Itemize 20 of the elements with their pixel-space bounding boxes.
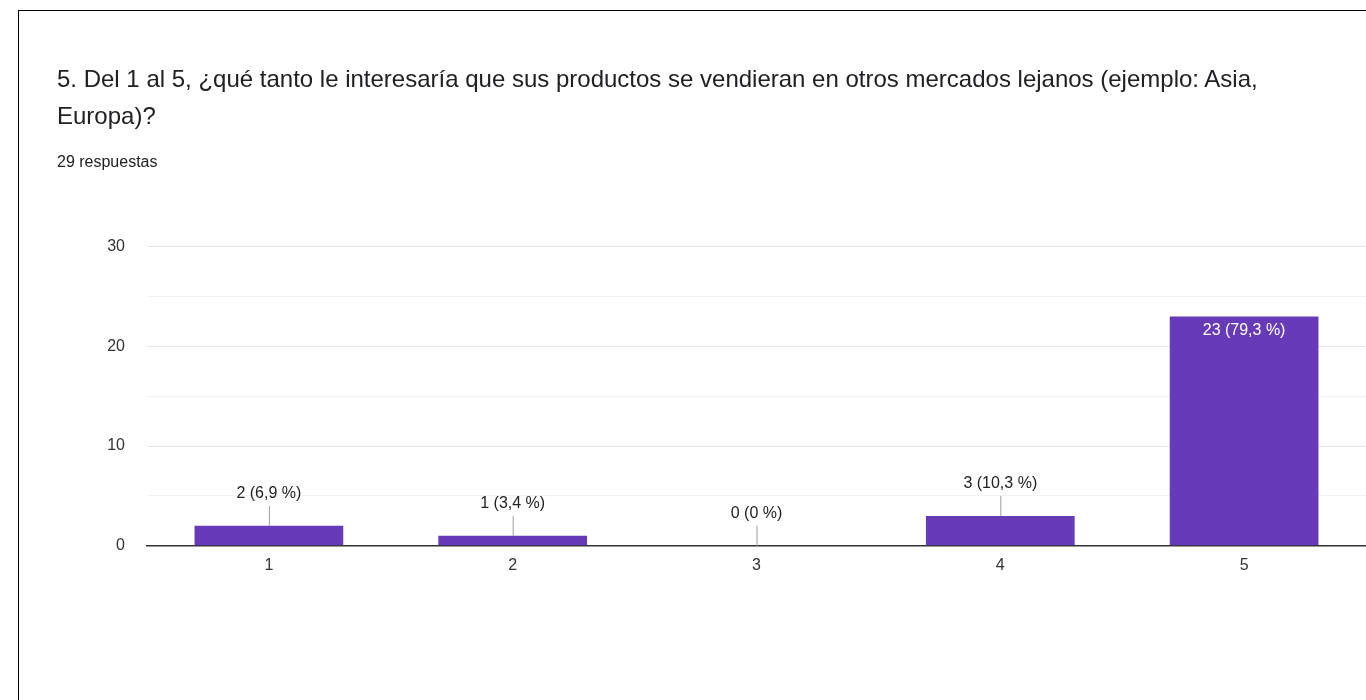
y-tick-label: 10 [107,436,126,454]
y-tick-label: 20 [107,336,126,354]
bar [1169,316,1319,546]
data-label: 3 (10,3 %) [963,474,1038,492]
x-tick-label: 3 [752,555,762,573]
x-tick-label: 4 [995,555,1005,573]
bar [925,515,1075,546]
bar [438,535,588,546]
y-tick-label: 30 [107,237,126,255]
chart-subtitle: 29 respuestas [57,152,158,172]
y-tick-label: 0 [116,536,126,554]
data-label: 2 (6,9 %) [236,484,302,502]
x-tick-label: 5 [1239,555,1249,573]
chart-title: 5. Del 1 al 5, ¿qué tanto le interesaría que sus productos se vendieran en otros mercados lejanos (ejemplo: Asia, Europa)? [57,64,1259,131]
data-label: 0 (0 %) [730,504,783,522]
bar [194,525,344,546]
data-label: 23 (79,3 %) [1202,320,1286,338]
x-tick-label: 1 [264,555,274,573]
data-label: 1 (3,4 %) [480,494,546,512]
x-tick-label: 2 [508,555,518,573]
